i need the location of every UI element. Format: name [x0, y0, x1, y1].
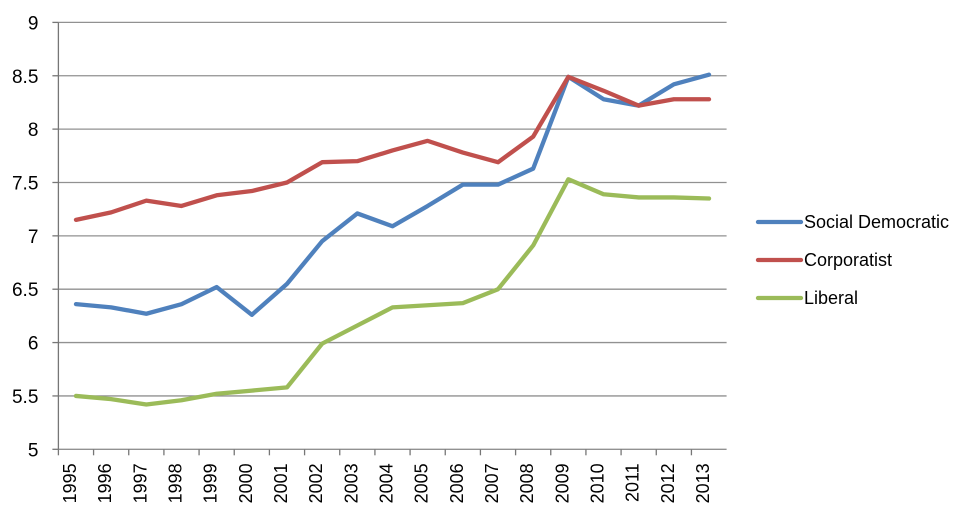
- svg-text:1998: 1998: [165, 463, 185, 503]
- svg-text:5: 5: [28, 440, 39, 461]
- svg-text:6.5: 6.5: [12, 280, 38, 301]
- svg-text:1995: 1995: [60, 463, 80, 503]
- svg-text:7: 7: [28, 227, 39, 248]
- svg-text:8: 8: [28, 120, 39, 141]
- svg-text:1999: 1999: [201, 463, 221, 503]
- svg-text:2011: 2011: [623, 463, 643, 502]
- svg-text:2002: 2002: [306, 463, 326, 503]
- svg-text:2005: 2005: [412, 463, 432, 503]
- svg-text:2013: 2013: [693, 463, 713, 503]
- svg-text:2009: 2009: [552, 463, 572, 503]
- svg-text:1996: 1996: [95, 463, 115, 503]
- svg-text:2008: 2008: [517, 463, 537, 503]
- svg-text:2003: 2003: [341, 463, 361, 503]
- svg-text:2012: 2012: [658, 463, 678, 503]
- svg-text:2007: 2007: [482, 463, 502, 503]
- svg-text:Liberal: Liberal: [804, 288, 858, 308]
- svg-text:9: 9: [28, 13, 39, 34]
- svg-text:1997: 1997: [130, 463, 150, 503]
- svg-text:2010: 2010: [588, 463, 608, 503]
- svg-text:2000: 2000: [236, 463, 256, 503]
- svg-text:7.5: 7.5: [12, 173, 38, 194]
- svg-text:5.5: 5.5: [12, 387, 38, 408]
- svg-text:2006: 2006: [447, 463, 467, 503]
- svg-text:Corporatist: Corporatist: [804, 250, 892, 270]
- svg-text:2001: 2001: [271, 463, 291, 503]
- svg-text:2004: 2004: [377, 463, 397, 503]
- svg-text:Social Democratic: Social Democratic: [804, 212, 949, 232]
- svg-text:6: 6: [28, 334, 39, 355]
- svg-text:8.5: 8.5: [12, 67, 38, 88]
